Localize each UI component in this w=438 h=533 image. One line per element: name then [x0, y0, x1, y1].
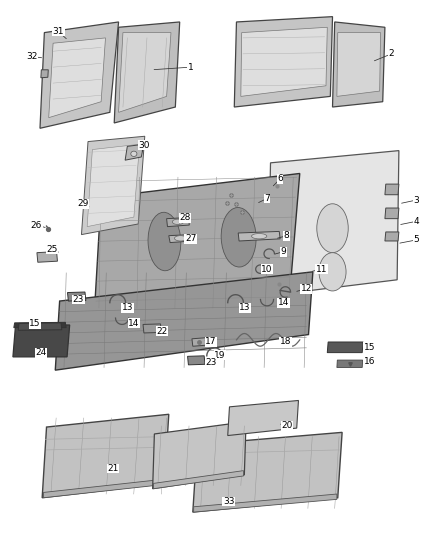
- Polygon shape: [153, 471, 244, 489]
- Ellipse shape: [221, 207, 256, 267]
- Polygon shape: [234, 17, 332, 107]
- Text: 16: 16: [364, 357, 375, 366]
- Text: 11: 11: [316, 265, 327, 273]
- Text: 1: 1: [188, 63, 194, 71]
- Text: 10: 10: [261, 265, 273, 273]
- Polygon shape: [67, 292, 86, 301]
- Polygon shape: [13, 325, 70, 357]
- Text: 32: 32: [26, 52, 38, 61]
- Polygon shape: [40, 22, 119, 128]
- Ellipse shape: [148, 212, 181, 271]
- Polygon shape: [42, 414, 169, 498]
- Ellipse shape: [172, 219, 184, 224]
- Ellipse shape: [174, 236, 187, 241]
- Text: 28: 28: [179, 213, 191, 222]
- Polygon shape: [14, 322, 66, 328]
- Text: 19: 19: [214, 351, 226, 360]
- Polygon shape: [41, 70, 48, 78]
- Text: 22: 22: [157, 327, 168, 336]
- Text: 5: 5: [413, 236, 419, 245]
- Ellipse shape: [131, 151, 137, 157]
- Polygon shape: [169, 235, 192, 243]
- Text: 23: 23: [73, 295, 84, 304]
- Text: 20: 20: [281, 422, 292, 431]
- Polygon shape: [187, 356, 205, 365]
- Text: 33: 33: [223, 497, 234, 506]
- Polygon shape: [37, 252, 57, 262]
- Polygon shape: [193, 432, 342, 512]
- Text: 15: 15: [364, 343, 375, 352]
- Ellipse shape: [319, 253, 346, 291]
- Text: 14: 14: [128, 319, 140, 328]
- Polygon shape: [49, 38, 106, 118]
- Polygon shape: [87, 144, 140, 227]
- Polygon shape: [228, 400, 298, 435]
- Polygon shape: [192, 338, 207, 346]
- Text: 12: 12: [300, 284, 312, 293]
- Polygon shape: [18, 323, 62, 330]
- Polygon shape: [125, 144, 144, 160]
- Polygon shape: [238, 231, 280, 241]
- Text: 24: 24: [35, 348, 46, 357]
- Text: 29: 29: [77, 199, 88, 208]
- Text: 3: 3: [413, 196, 419, 205]
- Polygon shape: [166, 217, 189, 227]
- Text: 27: 27: [185, 235, 196, 244]
- Polygon shape: [55, 272, 313, 370]
- Polygon shape: [43, 479, 164, 498]
- Polygon shape: [143, 324, 161, 333]
- Text: 13: 13: [240, 303, 251, 312]
- Polygon shape: [332, 22, 385, 107]
- Polygon shape: [268, 151, 399, 296]
- Polygon shape: [337, 33, 381, 96]
- Polygon shape: [385, 208, 399, 219]
- Text: 21: 21: [108, 464, 119, 473]
- Text: 18: 18: [279, 337, 291, 346]
- Text: 23: 23: [205, 358, 217, 367]
- Text: 25: 25: [46, 245, 58, 254]
- Text: 17: 17: [205, 337, 217, 346]
- Polygon shape: [119, 33, 171, 112]
- Ellipse shape: [251, 233, 267, 239]
- Polygon shape: [385, 232, 399, 241]
- Polygon shape: [152, 422, 246, 489]
- Text: 14: 14: [278, 298, 290, 307]
- Polygon shape: [327, 342, 363, 353]
- Text: 13: 13: [122, 303, 133, 312]
- Text: 31: 31: [53, 27, 64, 36]
- Text: 30: 30: [138, 141, 150, 150]
- Polygon shape: [337, 360, 363, 368]
- Polygon shape: [194, 494, 337, 512]
- Text: 9: 9: [281, 247, 286, 256]
- Ellipse shape: [317, 204, 348, 253]
- Text: 26: 26: [31, 221, 42, 230]
- Polygon shape: [95, 173, 300, 309]
- Text: 2: 2: [389, 50, 394, 58]
- Polygon shape: [385, 184, 399, 195]
- Text: 15: 15: [29, 319, 40, 328]
- Text: 4: 4: [413, 217, 419, 226]
- Polygon shape: [241, 27, 327, 96]
- Text: 7: 7: [264, 194, 270, 203]
- Polygon shape: [114, 22, 180, 123]
- Polygon shape: [81, 136, 145, 235]
- Text: 8: 8: [284, 231, 290, 240]
- Text: 6: 6: [277, 174, 283, 183]
